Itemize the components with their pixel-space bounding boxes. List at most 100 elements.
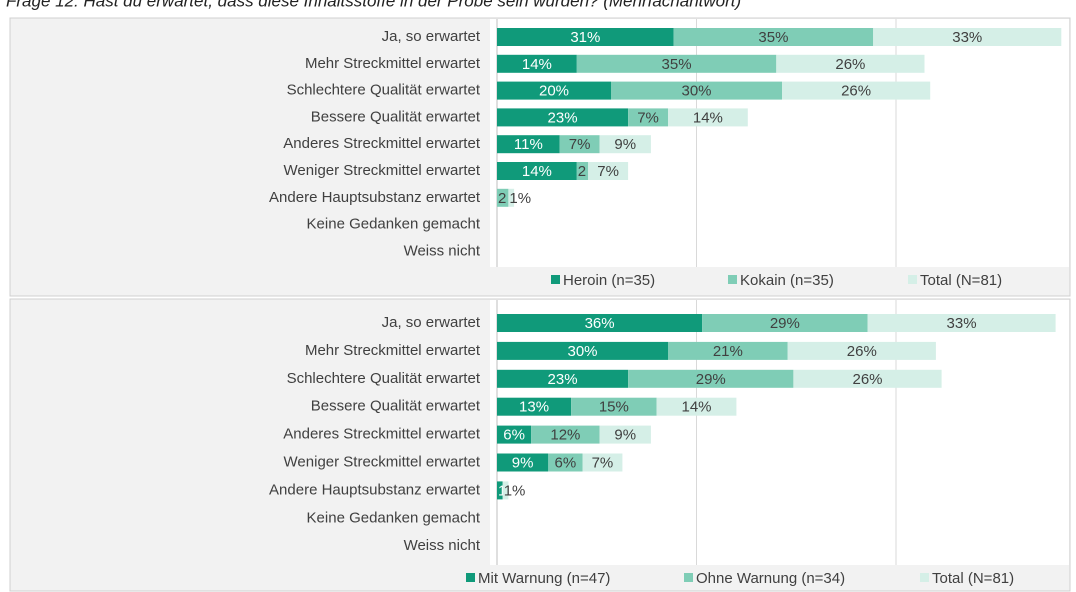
data-label: 30% xyxy=(681,83,711,100)
data-label: 7% xyxy=(597,163,619,180)
data-label: 13% xyxy=(519,399,549,416)
bar-segment xyxy=(497,108,629,127)
bar-segment xyxy=(571,397,657,416)
category-label: Anderes Streckmittel erwartet xyxy=(283,135,481,152)
data-label: 14% xyxy=(522,56,552,73)
bar-segment xyxy=(656,397,737,416)
data-label: 1 xyxy=(498,482,506,499)
legend-label: Mit Warnung (n=47) xyxy=(478,570,610,587)
data-label: 35% xyxy=(758,29,788,46)
legend-label: Heroin (n=35) xyxy=(563,272,655,289)
bar-segment xyxy=(497,369,629,388)
legend-label: Ohne Warnung (n=34) xyxy=(696,570,845,587)
bar-segment xyxy=(668,108,748,127)
data-label: 33% xyxy=(947,315,977,332)
category-label: Mehr Streckmittel erwartet xyxy=(305,55,481,72)
legend-swatch xyxy=(466,573,475,582)
bar-segment xyxy=(599,425,651,444)
legend-swatch xyxy=(908,275,917,284)
data-label: 7% xyxy=(592,454,614,471)
bar-segment xyxy=(497,341,668,360)
bar-segment xyxy=(782,81,931,100)
category-label: Weiss nicht xyxy=(404,537,481,554)
bar-segment xyxy=(497,425,532,444)
legend-swatch xyxy=(920,573,929,582)
bar-segment xyxy=(508,188,515,207)
category-label: Ja, so erwartet xyxy=(382,314,481,331)
bar-segment xyxy=(873,28,1062,46)
bar-segment xyxy=(702,314,868,332)
category-label: Andere Hauptsubstanz erwartet xyxy=(269,189,481,206)
data-label: 23% xyxy=(548,109,578,126)
legend-swatch xyxy=(728,275,737,284)
category-label: Keine Gedanken gemacht xyxy=(307,216,481,233)
bar-segment xyxy=(673,28,874,46)
data-label: 26% xyxy=(852,371,882,388)
bar-segment xyxy=(668,341,788,360)
data-label: 30% xyxy=(567,343,597,360)
data-label: 29% xyxy=(696,371,726,388)
data-label: 14% xyxy=(522,163,552,180)
category-label: Weiss nicht xyxy=(404,242,481,259)
category-label: Anderes Streckmittel erwartet xyxy=(283,426,481,443)
bar-segment xyxy=(599,135,651,154)
data-label: 33% xyxy=(952,29,982,46)
legend-label: Total (N=81) xyxy=(920,272,1002,289)
bar-segment xyxy=(497,54,577,73)
data-label: 21% xyxy=(713,343,743,360)
data-label: 11% xyxy=(514,136,543,153)
data-label: 26% xyxy=(835,56,865,73)
category-label: Bessere Qualität erwartet xyxy=(311,398,481,415)
data-label: 31% xyxy=(570,29,600,46)
bar-segment xyxy=(548,453,583,472)
category-label: Mehr Streckmittel erwartet xyxy=(305,342,481,359)
bar-segment xyxy=(502,481,509,500)
category-label: Weniger Streckmittel erwartet xyxy=(284,162,481,179)
bar-segment xyxy=(497,135,560,154)
data-label: 1% xyxy=(504,482,526,499)
data-label: 36% xyxy=(585,315,615,332)
data-label: 9% xyxy=(512,454,534,471)
bar-segment xyxy=(776,54,925,73)
data-label: 23% xyxy=(548,371,578,388)
data-label: 6% xyxy=(503,427,525,444)
bar-segment xyxy=(497,162,577,180)
category-label: Keine Gedanken gemacht xyxy=(307,509,481,526)
data-label: 7% xyxy=(569,136,591,153)
bar-segment xyxy=(582,453,623,472)
bar-segment xyxy=(588,162,629,180)
bar-segment xyxy=(497,188,509,207)
chart-title: Frage 12: Hast du erwartet, dass diese I… xyxy=(6,0,741,10)
data-label: 7% xyxy=(637,109,659,126)
data-label: 9% xyxy=(614,136,636,153)
data-label: 1% xyxy=(509,190,531,207)
bar-segment xyxy=(628,369,794,388)
bar-segment xyxy=(576,162,589,180)
bar-segment xyxy=(497,481,503,500)
data-label: 15% xyxy=(599,399,629,416)
data-label: 2 xyxy=(578,163,586,180)
data-label: 29% xyxy=(770,315,800,332)
bar-segment xyxy=(497,314,703,332)
data-label: 2 xyxy=(498,190,506,207)
category-label: Andere Hauptsubstanz erwartet xyxy=(269,481,481,498)
category-label: Schlechtere Qualität erwartet xyxy=(287,82,481,99)
legend-label: Total (N=81) xyxy=(932,570,1014,587)
bar-segment xyxy=(497,397,572,416)
category-label: Schlechtere Qualität erwartet xyxy=(287,370,481,387)
bar-segment xyxy=(628,108,668,127)
bar-segment xyxy=(793,369,942,388)
legend-swatch xyxy=(551,275,560,284)
legend-label: Kokain (n=35) xyxy=(740,272,834,289)
data-label: 14% xyxy=(693,109,723,126)
bar-segment xyxy=(559,135,600,154)
data-label: 20% xyxy=(539,83,569,100)
data-label: 14% xyxy=(681,399,711,416)
bar-segment xyxy=(497,28,674,46)
data-label: 6% xyxy=(555,454,577,471)
bar-segment xyxy=(531,425,600,444)
legend-swatch xyxy=(684,573,693,582)
data-label: 26% xyxy=(841,83,871,100)
